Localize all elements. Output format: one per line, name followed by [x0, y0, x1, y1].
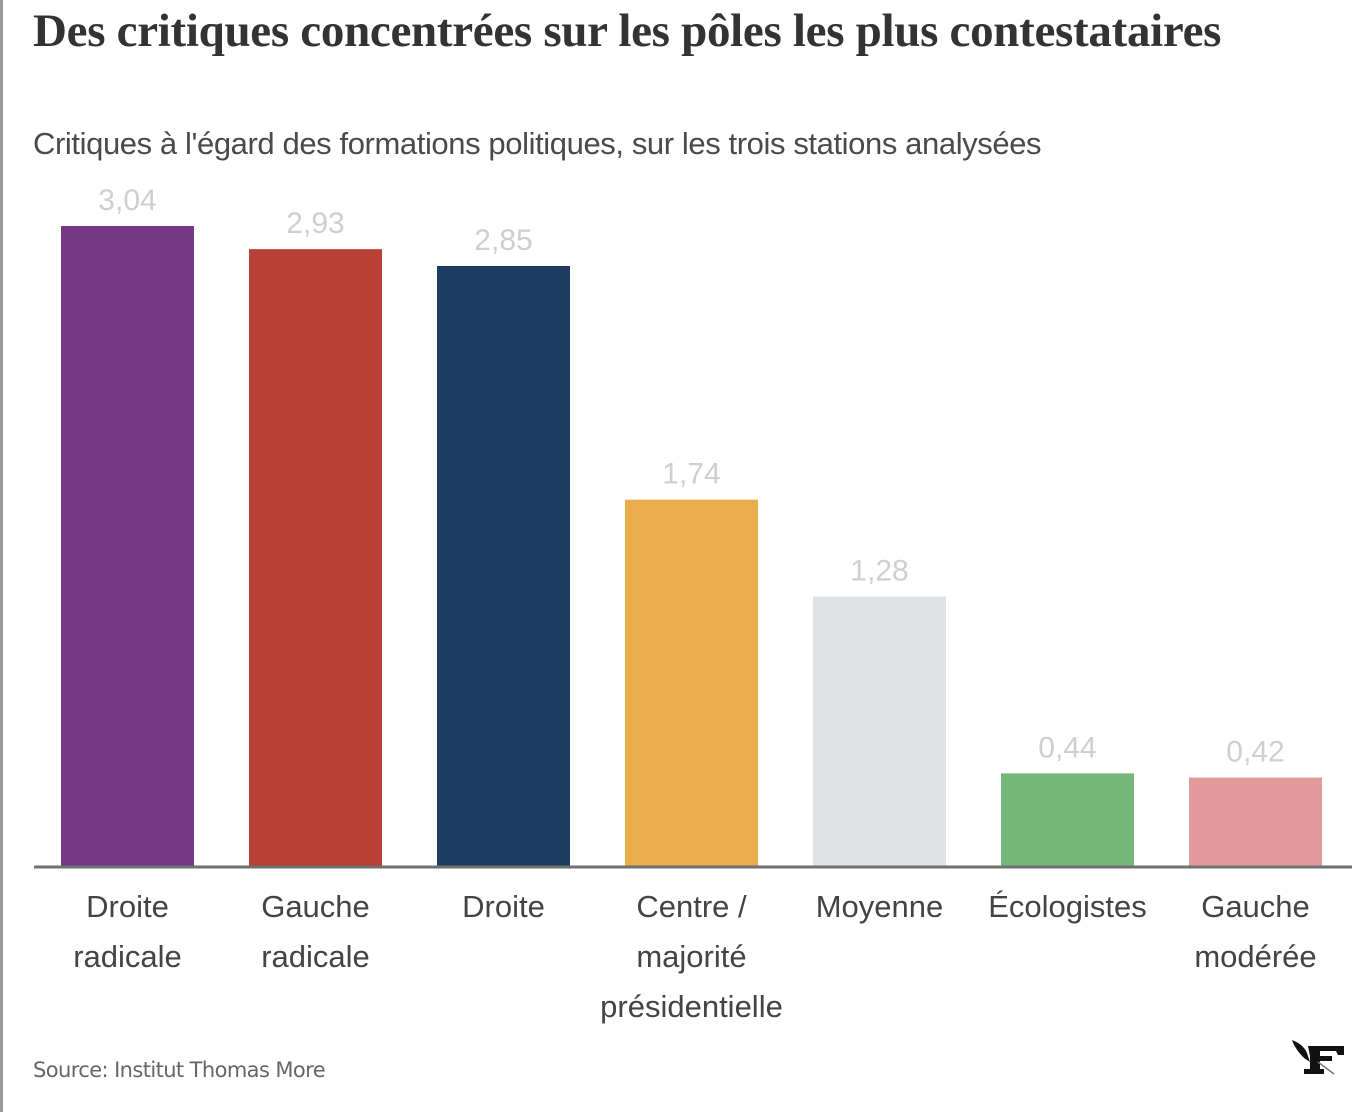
value-label: 2,85 — [474, 224, 532, 257]
category-label: Écologistes — [988, 889, 1147, 924]
value-label: 1,74 — [662, 458, 720, 491]
value-label: 0,44 — [1038, 731, 1096, 764]
bar — [1189, 777, 1322, 866]
category-label: Droite — [86, 889, 169, 924]
value-labels-group: 3,04 2,93 2,85 1,74 1,28 0,44 0,42 — [98, 184, 1284, 769]
category-label: Droite — [462, 889, 545, 924]
chart-title: Des critiques concentrées sur les pôles … — [33, 5, 1222, 57]
value-label: 2,93 — [286, 207, 344, 240]
category-label: radicale — [73, 939, 182, 974]
bars-group — [61, 226, 1322, 866]
bar — [61, 226, 194, 866]
category-label: modérée — [1194, 939, 1316, 974]
bar — [813, 596, 946, 866]
value-label: 0,42 — [1226, 736, 1284, 769]
value-label: 3,04 — [98, 184, 156, 217]
category-label: majorité — [636, 939, 746, 974]
category-label: Gauche — [261, 889, 370, 924]
value-label: 1,28 — [850, 555, 908, 588]
source-note: Source: Institut Thomas More — [33, 1058, 326, 1082]
bar — [437, 266, 570, 866]
chart-subtitle: Critiques à l'égard des formations polit… — [33, 126, 1042, 161]
category-label: Centre / — [636, 889, 747, 924]
category-label: Moyenne — [816, 889, 944, 924]
bar — [625, 499, 758, 866]
bar — [1001, 773, 1134, 866]
le-figaro-logo-icon — [1292, 1040, 1344, 1075]
left-border-rule — [0, 0, 3, 1112]
category-label: radicale — [261, 939, 370, 974]
bar — [249, 249, 382, 866]
category-labels-group: Droite radicale Gauche radicale Droite Centre… — [73, 889, 1316, 1024]
category-label: Gauche — [1201, 889, 1310, 924]
category-label: présidentielle — [600, 989, 783, 1024]
